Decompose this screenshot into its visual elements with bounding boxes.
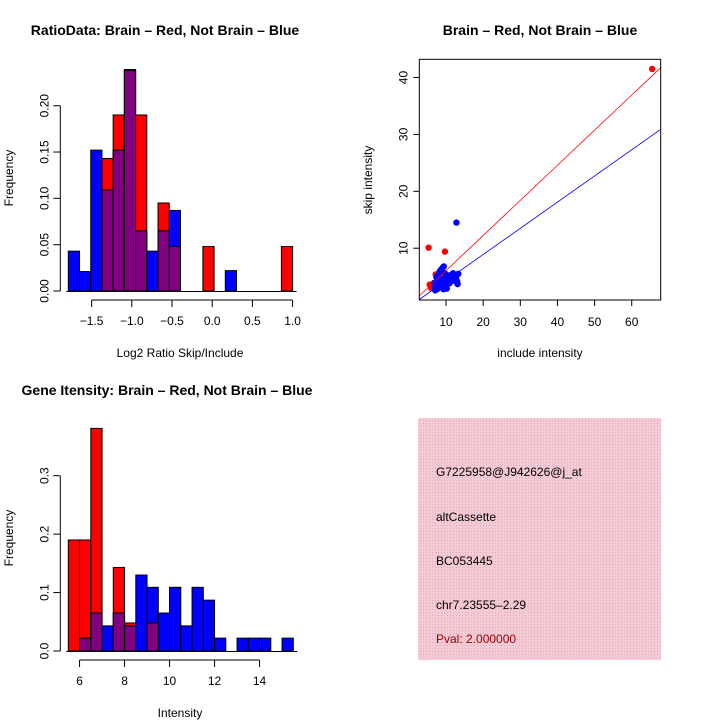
intensity-scatter: Brain – Red, Not Brain – Blue include in… <box>361 22 662 360</box>
not-brain-point <box>450 277 457 284</box>
ratio-not-brain-bar <box>224 270 238 292</box>
intensity-y-tick-label: 0.0 <box>37 642 51 659</box>
ratio-brain-bar <box>280 246 294 292</box>
ratio-histogram-ylabel: Frequency <box>2 150 16 207</box>
not-brain-point <box>453 219 460 226</box>
ratio-not-brain-bar <box>146 250 159 292</box>
ratio-x-tick-label: 0.0 <box>204 314 221 328</box>
intensity-not-brain-bar <box>247 637 261 652</box>
not-brain-point <box>445 272 452 279</box>
info-panel: G7225958@J942626@j_at altCassette BC0534… <box>418 418 661 660</box>
ratio-x-tick-label: 0.5 <box>244 314 261 328</box>
scatter-x-tick-label: 30 <box>514 315 528 329</box>
ratio-x-tick-label: −1.5 <box>80 314 104 328</box>
gene-intensity-title: Gene Itensity: Brain – Red, Not Brain – … <box>22 382 313 398</box>
accession: BC053445 <box>436 554 493 568</box>
intensity-not-brain-bar <box>259 637 272 652</box>
pval: Pval: 2.000000 <box>436 632 516 646</box>
brain-point <box>425 244 432 251</box>
intensity-scatter-ylabel: skip intensity <box>361 146 375 215</box>
not-brain-point <box>430 279 438 287</box>
not-brain-point <box>455 270 462 278</box>
intensity-x-tick-label: 14 <box>253 674 267 688</box>
scatter-plot-area <box>419 65 661 300</box>
probe-id: G7225958@J942626@j_at <box>436 465 582 479</box>
intensity-y-tick-label: 0.2 <box>37 525 51 542</box>
scatter-x-tick-label: 60 <box>625 315 639 329</box>
scatter-y-tick-label: 20 <box>396 184 410 198</box>
ratio-not-brain-bar <box>67 250 81 292</box>
intensity-scatter-title: Brain – Red, Not Brain – Blue <box>443 22 638 38</box>
gene-intensity-xlabel: Intensity <box>158 706 203 720</box>
intensity-not-brain-bar <box>180 625 193 652</box>
intensity-y-tick-label: 0.1 <box>37 584 51 601</box>
not-brain-point <box>438 275 445 283</box>
ratio-histogram-xlabel: Log2 Ratio Skip/Include <box>117 346 244 360</box>
scatter-x-tick-label: 40 <box>551 315 565 329</box>
intensity-not-brain-bar <box>236 637 249 652</box>
scatter-frame <box>418 58 662 301</box>
gene-intensity-histogram: Gene Itensity: Brain – Red, Not Brain – … <box>2 382 313 720</box>
ratio-overlap-bar <box>168 246 181 292</box>
intensity-overlap-bar <box>124 625 137 652</box>
brain-point <box>648 65 656 73</box>
scatter-x-tick-label: 20 <box>476 315 490 329</box>
intensity-scatter-xlabel: include intensity <box>497 346 582 360</box>
info-panel-background <box>418 418 661 660</box>
not-brain-point <box>440 263 448 270</box>
intensity-not-brain-bar <box>281 637 294 652</box>
intensity-not-brain-bar <box>214 637 227 652</box>
intensity-x-tick-label: 10 <box>163 674 177 688</box>
scatter-x-tick-label: 50 <box>588 315 602 329</box>
intensity-y-tick-label: 0.3 <box>37 467 51 484</box>
intensity-not-brain-bar <box>101 625 114 652</box>
ratio-histogram-title: RatioData: Brain – Red, Not Brain – Blue <box>31 22 300 38</box>
intensity-overlap-bar <box>79 637 92 652</box>
brain-fit-line <box>419 67 661 297</box>
scatter-y-tick-label: 10 <box>396 241 410 255</box>
ratio-y-tick-label: 0.15 <box>37 140 51 164</box>
scatter-y-tick-label: 40 <box>396 71 410 85</box>
not-brain-point <box>433 274 440 281</box>
ratio-x-tick-label: −0.5 <box>160 314 184 328</box>
event-type: altCassette <box>436 510 496 524</box>
intensity-brain-bar <box>79 539 92 652</box>
intensity-brain-bar <box>67 539 81 652</box>
ratio-x-tick-label: −1.0 <box>120 314 144 328</box>
ratio-y-tick-label: 0.20 <box>37 94 51 118</box>
not-brain-point <box>440 285 447 293</box>
brain-point <box>441 248 449 255</box>
intensity-overlap-bar <box>146 622 159 652</box>
ratio-y-tick-label: 0.00 <box>37 279 51 303</box>
gene-intensity-ylabel: Frequency <box>2 510 16 567</box>
intensity-not-brain-bar <box>202 599 216 652</box>
ratio-brain-bar <box>202 246 215 292</box>
scatter-x-tick-label: 10 <box>439 315 453 329</box>
ratio-x-tick-label: 1.0 <box>284 314 301 328</box>
not-brain-fit-line <box>419 129 661 300</box>
intensity-not-brain-bar <box>191 586 204 652</box>
ratio-y-tick-label: 0.05 <box>37 233 51 257</box>
ratio-overlap-bar <box>123 69 137 292</box>
intensity-not-brain-bar <box>157 612 171 652</box>
ratio-histogram: RatioData: Brain – Red, Not Brain – Blue… <box>2 22 301 360</box>
intensity-not-brain-bar <box>135 574 148 652</box>
ratio-overlap-bar <box>135 230 148 292</box>
intensity-x-tick-label: 12 <box>208 674 222 688</box>
intensity-x-tick-label: 6 <box>76 674 83 688</box>
location: chr7.23555–2.29 <box>436 598 526 612</box>
intensity-x-tick-label: 8 <box>121 674 128 688</box>
ratio-not-brain-bar <box>79 271 92 292</box>
ratio-not-brain-bar <box>90 149 103 292</box>
intensity-not-brain-bar <box>169 586 182 652</box>
ratio-overlap-bar <box>112 149 125 292</box>
ratio-overlap-bar <box>157 230 170 292</box>
ratio-y-tick-label: 0.10 <box>37 186 51 210</box>
intensity-overlap-bar <box>112 612 126 652</box>
intensity-overlap-bar <box>90 612 103 652</box>
scatter-y-tick-label: 30 <box>396 127 410 141</box>
ratio-overlap-bar <box>101 189 114 292</box>
